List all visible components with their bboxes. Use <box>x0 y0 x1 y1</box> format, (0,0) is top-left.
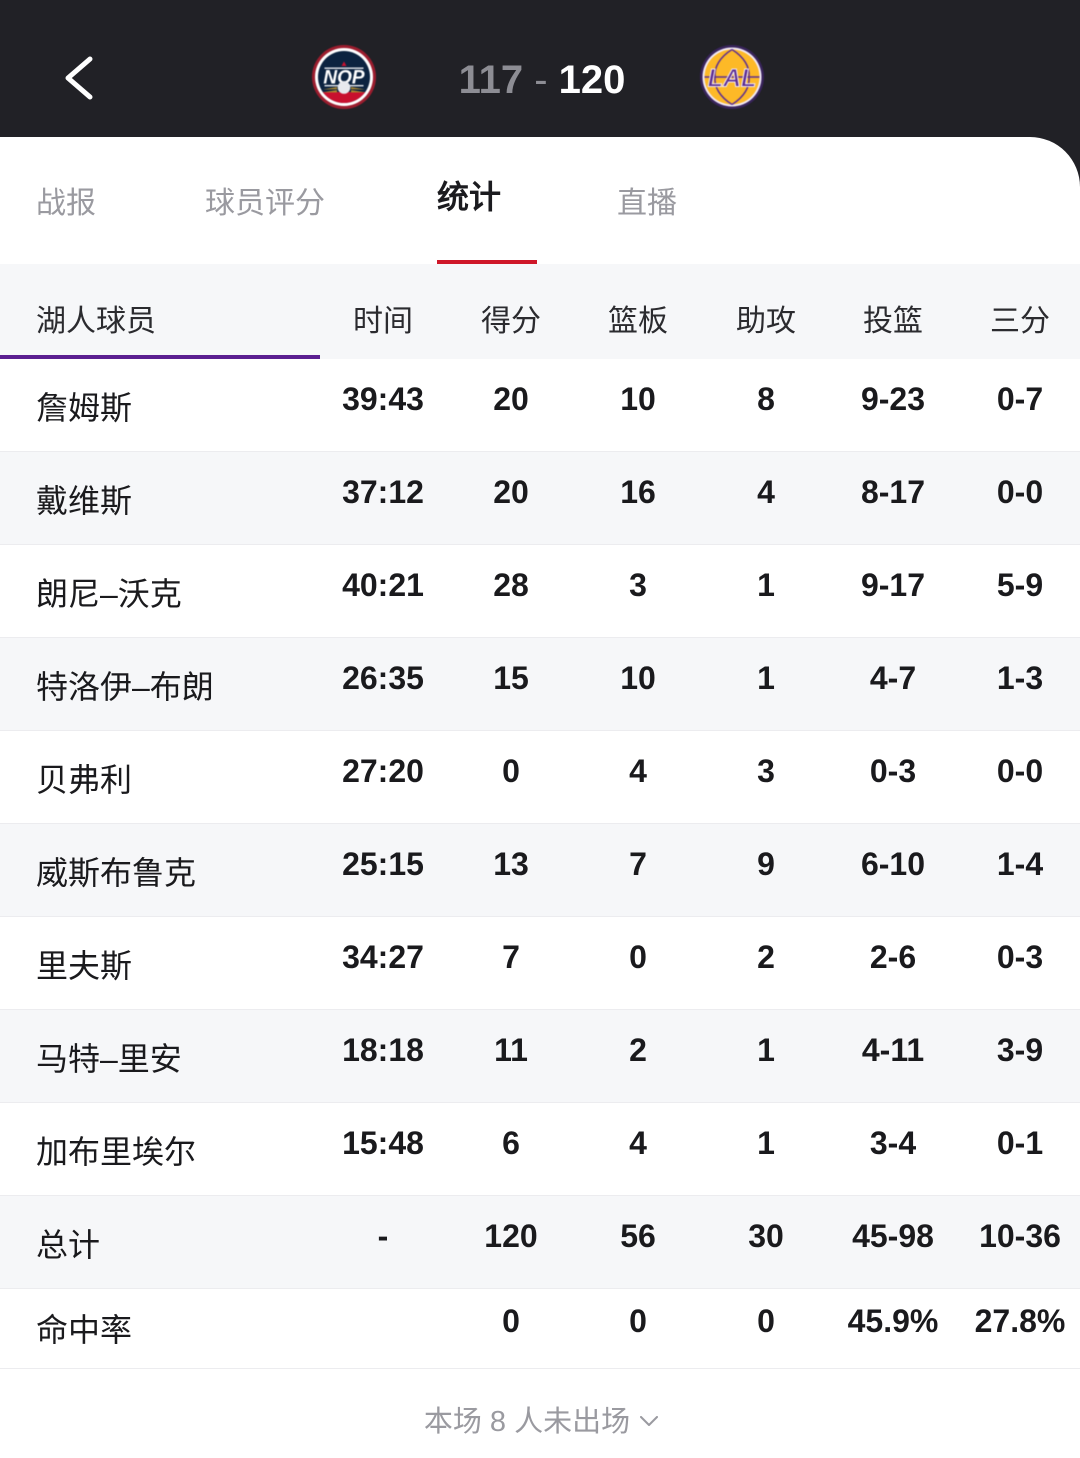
svg-text:LAL: LAL <box>708 65 757 93</box>
